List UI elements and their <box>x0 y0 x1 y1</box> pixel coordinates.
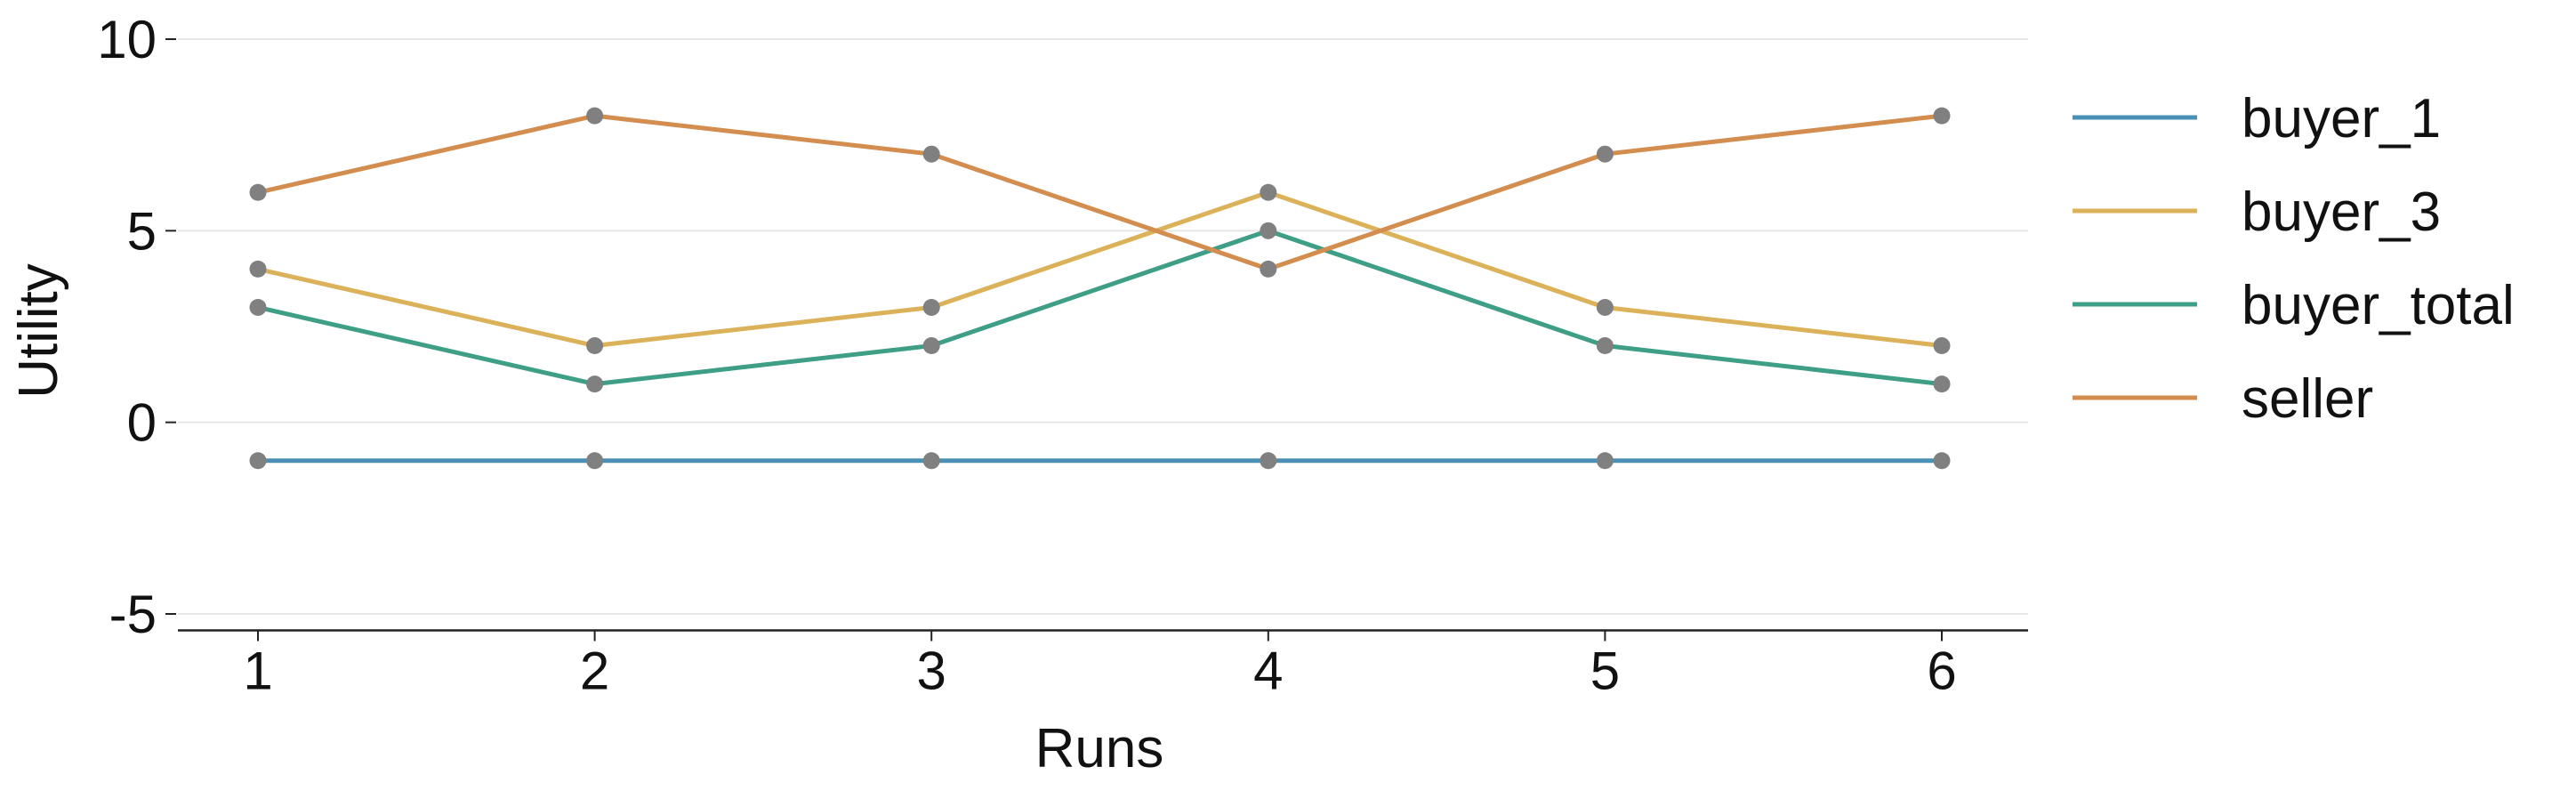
data-point-buyer-3 <box>1260 183 1277 201</box>
legend-label-seller: seller <box>2242 368 2373 430</box>
data-point-buyer-1 <box>586 452 604 470</box>
series-line-buyer-total <box>255 228 1944 387</box>
data-point-seller <box>1260 260 1277 278</box>
series-lines <box>255 113 1944 464</box>
data-point-buyer-1 <box>1596 452 1614 470</box>
x-tick-label: 5 <box>1590 642 1620 701</box>
y-tick-label: 10 <box>97 10 157 69</box>
data-point-buyer-total <box>1596 337 1614 355</box>
x-tick-label: 4 <box>1253 642 1283 701</box>
series-line-seller <box>255 113 1944 271</box>
x-tick-label: 6 <box>1927 642 1956 701</box>
x-tick-label: 1 <box>243 642 272 701</box>
series-line-buyer-3 <box>255 190 1944 349</box>
data-point-buyer-total <box>1260 222 1277 239</box>
data-point-buyer-total <box>586 375 604 393</box>
data-point-buyer-1 <box>249 452 267 470</box>
y-tick-labels: -5 0 5 10 <box>97 10 157 644</box>
x-axis-title: Runs <box>1035 718 1164 779</box>
data-point-buyer-total <box>922 337 940 355</box>
axes <box>165 38 2028 642</box>
y-tick-label: -5 <box>109 585 157 644</box>
data-point-buyer-total <box>249 298 267 316</box>
data-point-seller <box>586 107 604 125</box>
data-point-buyer-3 <box>249 260 267 278</box>
data-point-buyer-1 <box>1260 452 1277 470</box>
data-point-seller <box>249 183 267 201</box>
data-point-seller <box>1596 145 1614 163</box>
data-point-buyer-total <box>1933 375 1951 393</box>
legend-label-buyer-total: buyer_total <box>2242 275 2515 336</box>
grid-lines <box>178 38 2028 615</box>
y-axis-title: Utility <box>8 263 69 399</box>
data-point-seller <box>1933 107 1951 125</box>
y-tick-label: 0 <box>127 393 157 453</box>
data-point-buyer-3 <box>922 298 940 316</box>
data-point-buyer-3 <box>586 337 604 355</box>
y-tick-label: 5 <box>127 201 157 261</box>
data-markers <box>249 107 1951 470</box>
x-tick-labels: 1 2 3 4 5 6 <box>243 642 1956 701</box>
data-point-buyer-3 <box>1596 298 1614 316</box>
x-tick-label: 3 <box>917 642 946 701</box>
x-tick-label: 2 <box>580 642 609 701</box>
data-point-seller <box>922 145 940 163</box>
data-point-buyer-1 <box>1933 452 1951 470</box>
data-point-buyer-3 <box>1933 337 1951 355</box>
legend-label-buyer-1: buyer_1 <box>2242 88 2441 149</box>
data-point-buyer-1 <box>922 452 940 470</box>
legend-label-buyer-3: buyer_3 <box>2242 182 2441 243</box>
